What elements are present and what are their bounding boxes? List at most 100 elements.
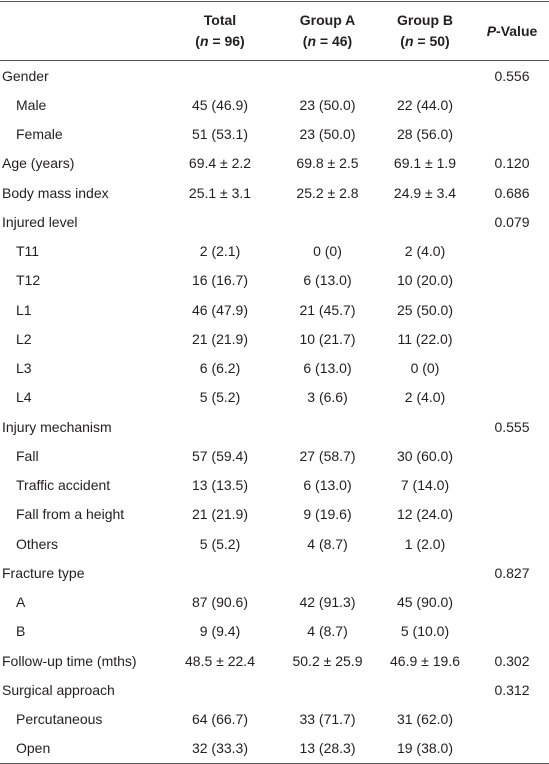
row-label: Female [16, 126, 63, 143]
cell-value: 25.2 ± 2.8 [296, 184, 359, 201]
empty-cell [475, 705, 549, 734]
empty-cell [160, 558, 280, 587]
cell-value: 13 (13.5) [191, 477, 249, 494]
row-label: Follow-up time (mths) [2, 652, 137, 669]
cell-value: 4 (8.7) [307, 535, 348, 552]
header-title: Group A [299, 12, 356, 28]
cell-value: 2 (4.0) [404, 243, 446, 260]
table-row: Female 51 (53.1) 23 (50.0) 28 (56.0) [0, 120, 549, 149]
table-row: T11 2 (2.1) 0 (0) 2 (4.0) [0, 237, 549, 266]
cell-value: 6 (6.2) [199, 360, 241, 377]
table-row: Body mass index 25.1 ± 3.1 25.2 ± 2.8 24.9 … [0, 178, 549, 207]
table-row: A 87 (90.6) 42 (91.3) 45 (90.0) [0, 588, 549, 617]
header-text: = 96) [208, 33, 245, 49]
cell-value: 30 (60.0) [396, 447, 454, 464]
row-label: Percutaneous [16, 711, 103, 728]
p-value: 0.302 [494, 652, 530, 669]
cell-value: 23 (50.0) [299, 96, 356, 113]
header-title: Group B [397, 12, 453, 28]
blank-header [0, 2, 160, 61]
cell-value: 12 (24.0) [396, 506, 454, 523]
cell-value: 5 (5.2) [199, 389, 241, 406]
empty-cell [475, 90, 549, 119]
cell-value: 10 (20.0) [396, 272, 454, 289]
empty-cell [475, 383, 549, 412]
table-body: Gender 0.556 Male 45 (46.9) 23 (50.0) 22 (44.… [0, 61, 549, 764]
row-label: L1 [16, 301, 32, 318]
cell-value: 21 (21.9) [191, 506, 249, 523]
table-row: T12 16 (16.7) 6 (13.0) 10 (20.0) [0, 266, 549, 295]
empty-cell [475, 734, 549, 764]
cell-value: 31 (62.0) [396, 711, 454, 728]
table-row: Fracture type 0.827 [0, 558, 549, 587]
column-header: Group B (n = 50) [375, 2, 475, 61]
header-title: Total [203, 12, 237, 28]
table-row: Male 45 (46.9) 23 (50.0) 22 (44.0) [0, 90, 549, 119]
row-label: L4 [16, 389, 32, 406]
row-label: Male [16, 96, 47, 113]
row-label: Traffic accident [16, 477, 111, 494]
header-text: ( [400, 33, 405, 49]
row-label: Injured level [2, 213, 78, 230]
table-row: Fall from a height 21 (21.9) 9 (19.6) 12 (2… [0, 500, 549, 529]
cell-value: 64 (66.7) [191, 711, 249, 728]
header-text: ( [195, 33, 200, 49]
p-value: 0.120 [494, 155, 530, 172]
empty-cell [160, 675, 280, 704]
cell-value: 7 (14.0) [400, 477, 450, 494]
row-label: Gender [2, 67, 49, 84]
cell-value: 4 (8.7) [307, 623, 348, 640]
header-row: Total (n = 96) Group A (n = 46) Group B (n = … [0, 1, 549, 61]
p-value: 0.827 [494, 564, 530, 581]
empty-cell [375, 558, 475, 587]
empty-cell [475, 529, 549, 558]
empty-cell [375, 61, 475, 91]
cell-value: 5 (10.0) [400, 623, 450, 640]
row-label: Fracture type [2, 564, 85, 581]
table-row: Follow-up time (mths) 48.5 ± 22.4 50.2 ± 2… [0, 646, 549, 675]
row-label: Age (years) [2, 155, 75, 172]
table-row: Percutaneous 64 (66.7) 33 (71.7) 31 (62.0) [0, 705, 549, 734]
header-text: -Value [496, 22, 538, 39]
cell-value: 48.5 ± 22.4 [185, 652, 255, 669]
empty-cell [280, 412, 375, 441]
cell-value: 9 (19.6) [303, 506, 352, 523]
header-text: n [404, 33, 414, 49]
row-label: B [16, 623, 26, 640]
empty-cell [160, 412, 280, 441]
cell-value: 46.9 ± 19.6 [390, 652, 460, 669]
empty-cell [475, 266, 549, 295]
empty-cell [475, 324, 549, 353]
row-label: T12 [16, 272, 41, 289]
cell-value: 22 (44.0) [396, 96, 454, 113]
row-label: A [16, 594, 26, 611]
header-text: n [199, 33, 209, 49]
cell-value: 33 (71.7) [299, 711, 356, 728]
row-label: Open [16, 740, 51, 757]
empty-cell [280, 558, 375, 587]
table-row: L2 21 (21.9) 10 (21.7) 11 (22.0) [0, 324, 549, 353]
cell-value: 3 (6.6) [307, 389, 348, 406]
cell-value: 21 (21.9) [191, 330, 249, 347]
table-row: L3 6 (6.2) 6 (13.0) 0 (0) [0, 354, 549, 383]
table-row: Fall 57 (59.4) 27 (58.7) 30 (60.0) [0, 441, 549, 470]
empty-cell [160, 61, 280, 91]
header-text: n [307, 33, 317, 49]
cell-value: 6 (13.0) [303, 477, 352, 494]
cell-value: 19 (38.0) [396, 740, 454, 757]
empty-cell [160, 207, 280, 236]
table-row: Open 32 (33.3) 13 (28.3) 19 (38.0) [0, 734, 549, 764]
cell-value: 51 (53.1) [191, 126, 249, 143]
p-value: 0.556 [494, 67, 530, 84]
column-header: Total (n = 96) [160, 2, 280, 61]
column-header: P-Value [475, 2, 549, 61]
cell-value: 13 (28.3) [299, 740, 356, 757]
empty-cell [475, 237, 549, 266]
cell-value: 0 (0) [410, 360, 440, 377]
empty-cell [475, 441, 549, 470]
cell-value: 6 (13.0) [303, 360, 352, 377]
cell-value: 27 (58.7) [299, 447, 356, 464]
cell-value: 9 (9.4) [199, 623, 241, 640]
empty-cell [280, 207, 375, 236]
